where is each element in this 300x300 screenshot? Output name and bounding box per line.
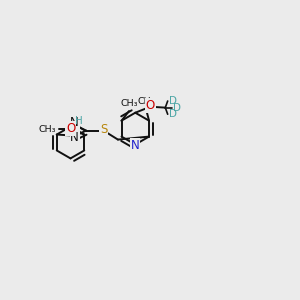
Text: N: N bbox=[70, 116, 79, 130]
Text: CH₃: CH₃ bbox=[137, 97, 155, 106]
Text: CH₃: CH₃ bbox=[38, 125, 56, 134]
Text: S: S bbox=[100, 123, 107, 136]
Text: N: N bbox=[131, 139, 140, 152]
Text: O: O bbox=[146, 99, 155, 112]
Text: CH₃: CH₃ bbox=[120, 99, 138, 108]
Text: D: D bbox=[169, 96, 177, 106]
Text: H: H bbox=[75, 116, 83, 126]
Text: D: D bbox=[173, 103, 181, 112]
Text: N: N bbox=[70, 131, 79, 144]
Text: D: D bbox=[169, 109, 177, 119]
Text: O: O bbox=[66, 122, 75, 135]
